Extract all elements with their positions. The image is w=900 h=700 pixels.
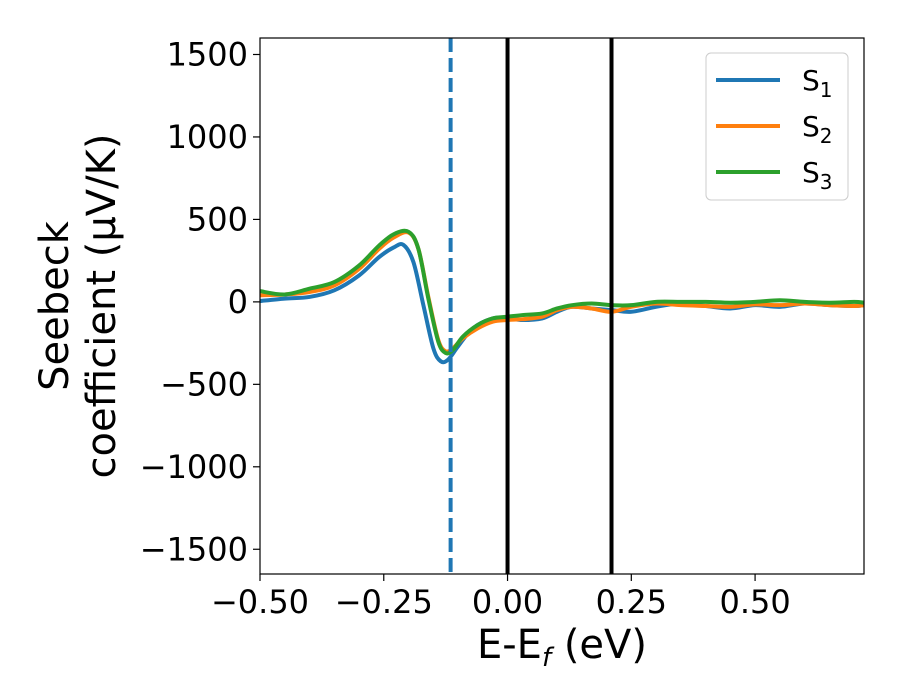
x-tick-label: −0.25 [335,583,433,621]
y-axis-label-line1: Seebeck [32,220,78,391]
x-axis-ticks: −0.50 −0.25 0.00 0.25 0.50 [211,574,791,621]
y-axis-label-line2: coefficient (μV/K) [79,134,125,479]
legend-label-s3: S3 [802,156,833,194]
legend: S1 S2 S3 [705,52,849,201]
legend-items: S1 S2 S3 [716,64,833,194]
legend-label-s1: S1 [802,64,833,102]
y-tick-label: 1000 [167,118,248,156]
y-tick-label: 500 [187,200,248,238]
x-tick-label: 0.50 [719,583,790,621]
plot-frame [259,37,865,575]
y-tick-label: 1500 [167,35,248,73]
y-axis-ticks: −1500 −1000 −500 0 500 1000 1500 [140,35,260,568]
y-tick-label: −500 [160,365,248,403]
legend-label-s2: S2 [802,110,833,148]
reference-lines [448,38,614,574]
y-tick-label: 0 [228,283,248,321]
x-tick-label: −0.50 [211,583,309,621]
y-tick-label: −1500 [140,530,248,568]
y-tick-label: −1000 [140,448,248,486]
series-line-s3 [260,228,864,356]
y-axis-label: Seebeck coefficient (μV/K) [32,134,125,479]
series-group [260,228,864,365]
x-axis-label: E-Ef (eV) [477,622,647,673]
x-tick-label: 0.25 [596,583,667,621]
series-line-s2 [260,230,864,354]
x-tick-label: 0.00 [472,583,543,621]
